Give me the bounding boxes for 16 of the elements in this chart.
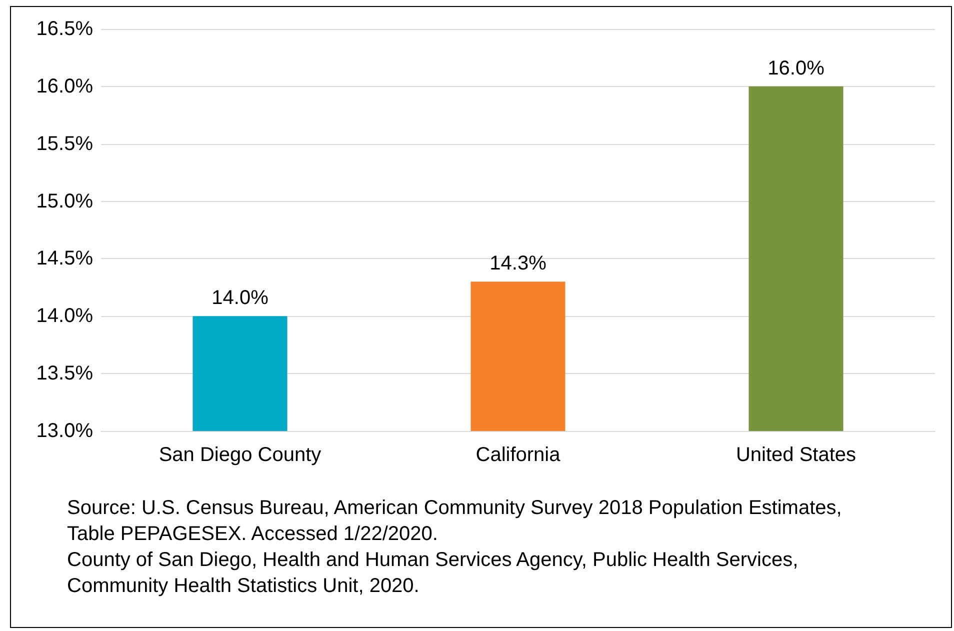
x-tick-label: United States [736,444,856,466]
source-note: Source: U.S. Census Bureau, American Community Survey 2018 Population Estimates, Table PEPAGESEX. Accessed 1/22/2020. [67,496,843,547]
data-label: 16.0% [768,57,825,80]
y-tick-label: 14.0% [36,305,94,328]
y-tick-label: 16.0% [36,75,94,98]
text: County of San Diego, Health and Human Services Agency, Public Health Services, Community Health Statistics Unit, 2020. [67,548,800,599]
y-tick-label: 15.5% [36,132,94,155]
x-tick-label: San Diego County [158,444,322,466]
x-tick-label: California [476,444,562,466]
y-tick-label: 16.5% [36,18,94,40]
y-tick-label: 13.0% [36,420,94,442]
data-label: 14.3% [490,252,547,275]
y-tick-label: 14.5% [36,248,94,270]
y-tick-label: 15.0% [36,190,94,212]
y-tick-label: 13.5% [36,362,94,385]
data-label: 14.0% [212,287,269,310]
